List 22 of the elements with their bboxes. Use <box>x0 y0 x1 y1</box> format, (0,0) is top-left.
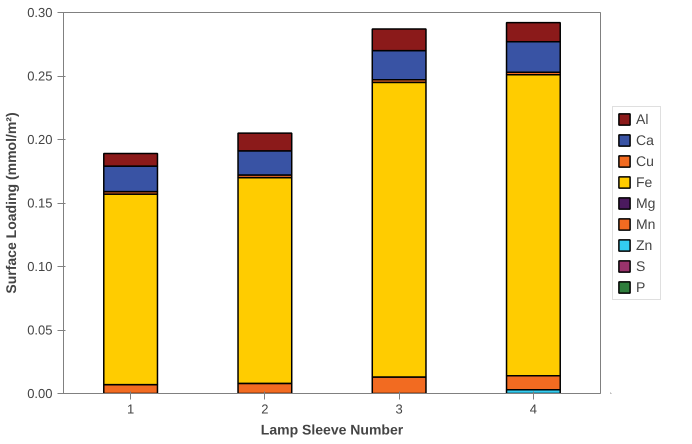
y-tick-label: 0.00 <box>27 386 53 401</box>
y-tick-label: 0.15 <box>27 196 53 210</box>
legend-label: Cu <box>636 152 655 168</box>
legend-label: Fe <box>636 174 654 190</box>
x-tick-label: 2 <box>261 402 268 416</box>
y-tick-label: 0.25 <box>27 68 53 84</box>
legend-label: P <box>636 278 646 294</box>
x-tick-label: 3 <box>396 402 403 416</box>
x-tick-label: 4 <box>530 402 537 416</box>
y-axis-title: Surface Loading (mmol/m²) <box>3 112 20 294</box>
legend-label: Mg <box>636 194 656 210</box>
x-tick-label: 1 <box>127 402 134 416</box>
legend-label: Al <box>636 110 650 126</box>
legend-label: Ca <box>636 132 655 148</box>
legend-label: Zn <box>636 236 654 252</box>
y-tick-label: 0.20 <box>27 132 53 147</box>
legend-label: Mn <box>636 216 656 232</box>
legend-label: S <box>636 258 646 274</box>
x-axis-title: Lamp Sleeve Number <box>260 422 404 438</box>
y-tick-label: 0.10 <box>27 259 53 274</box>
y-tick-label: 0.05 <box>27 322 53 338</box>
y-tick-label: 0.30 <box>27 5 53 20</box>
